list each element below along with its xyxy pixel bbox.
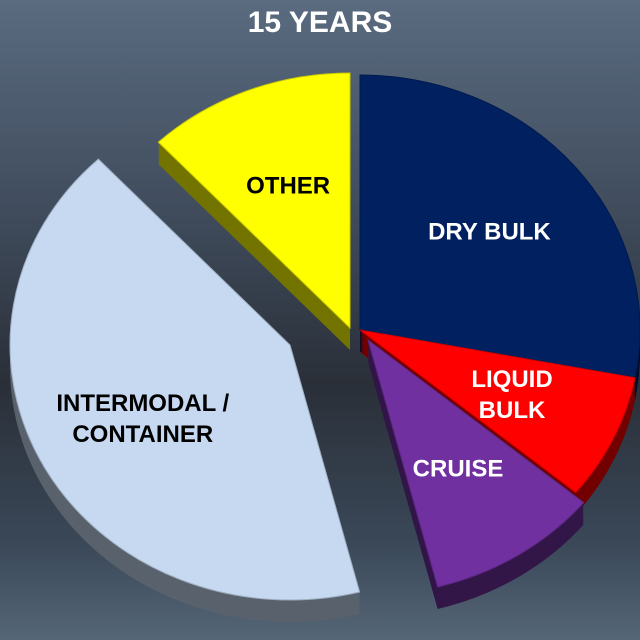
- chart-title: 15 YEARS: [0, 6, 640, 40]
- slice-label: LIQUID BULK: [457, 364, 567, 426]
- chart: 15 YEARS DRY BULK LIQUID BULK CRUISE INTERM…: [0, 0, 640, 640]
- slice-label: CRUISE: [403, 454, 513, 485]
- slice-label: INTERMODAL / CONTAINER: [33, 388, 253, 450]
- slice-label: OTHER: [233, 170, 343, 201]
- pie-canvas: [0, 0, 640, 640]
- slice-label: DRY BULK: [379, 217, 599, 248]
